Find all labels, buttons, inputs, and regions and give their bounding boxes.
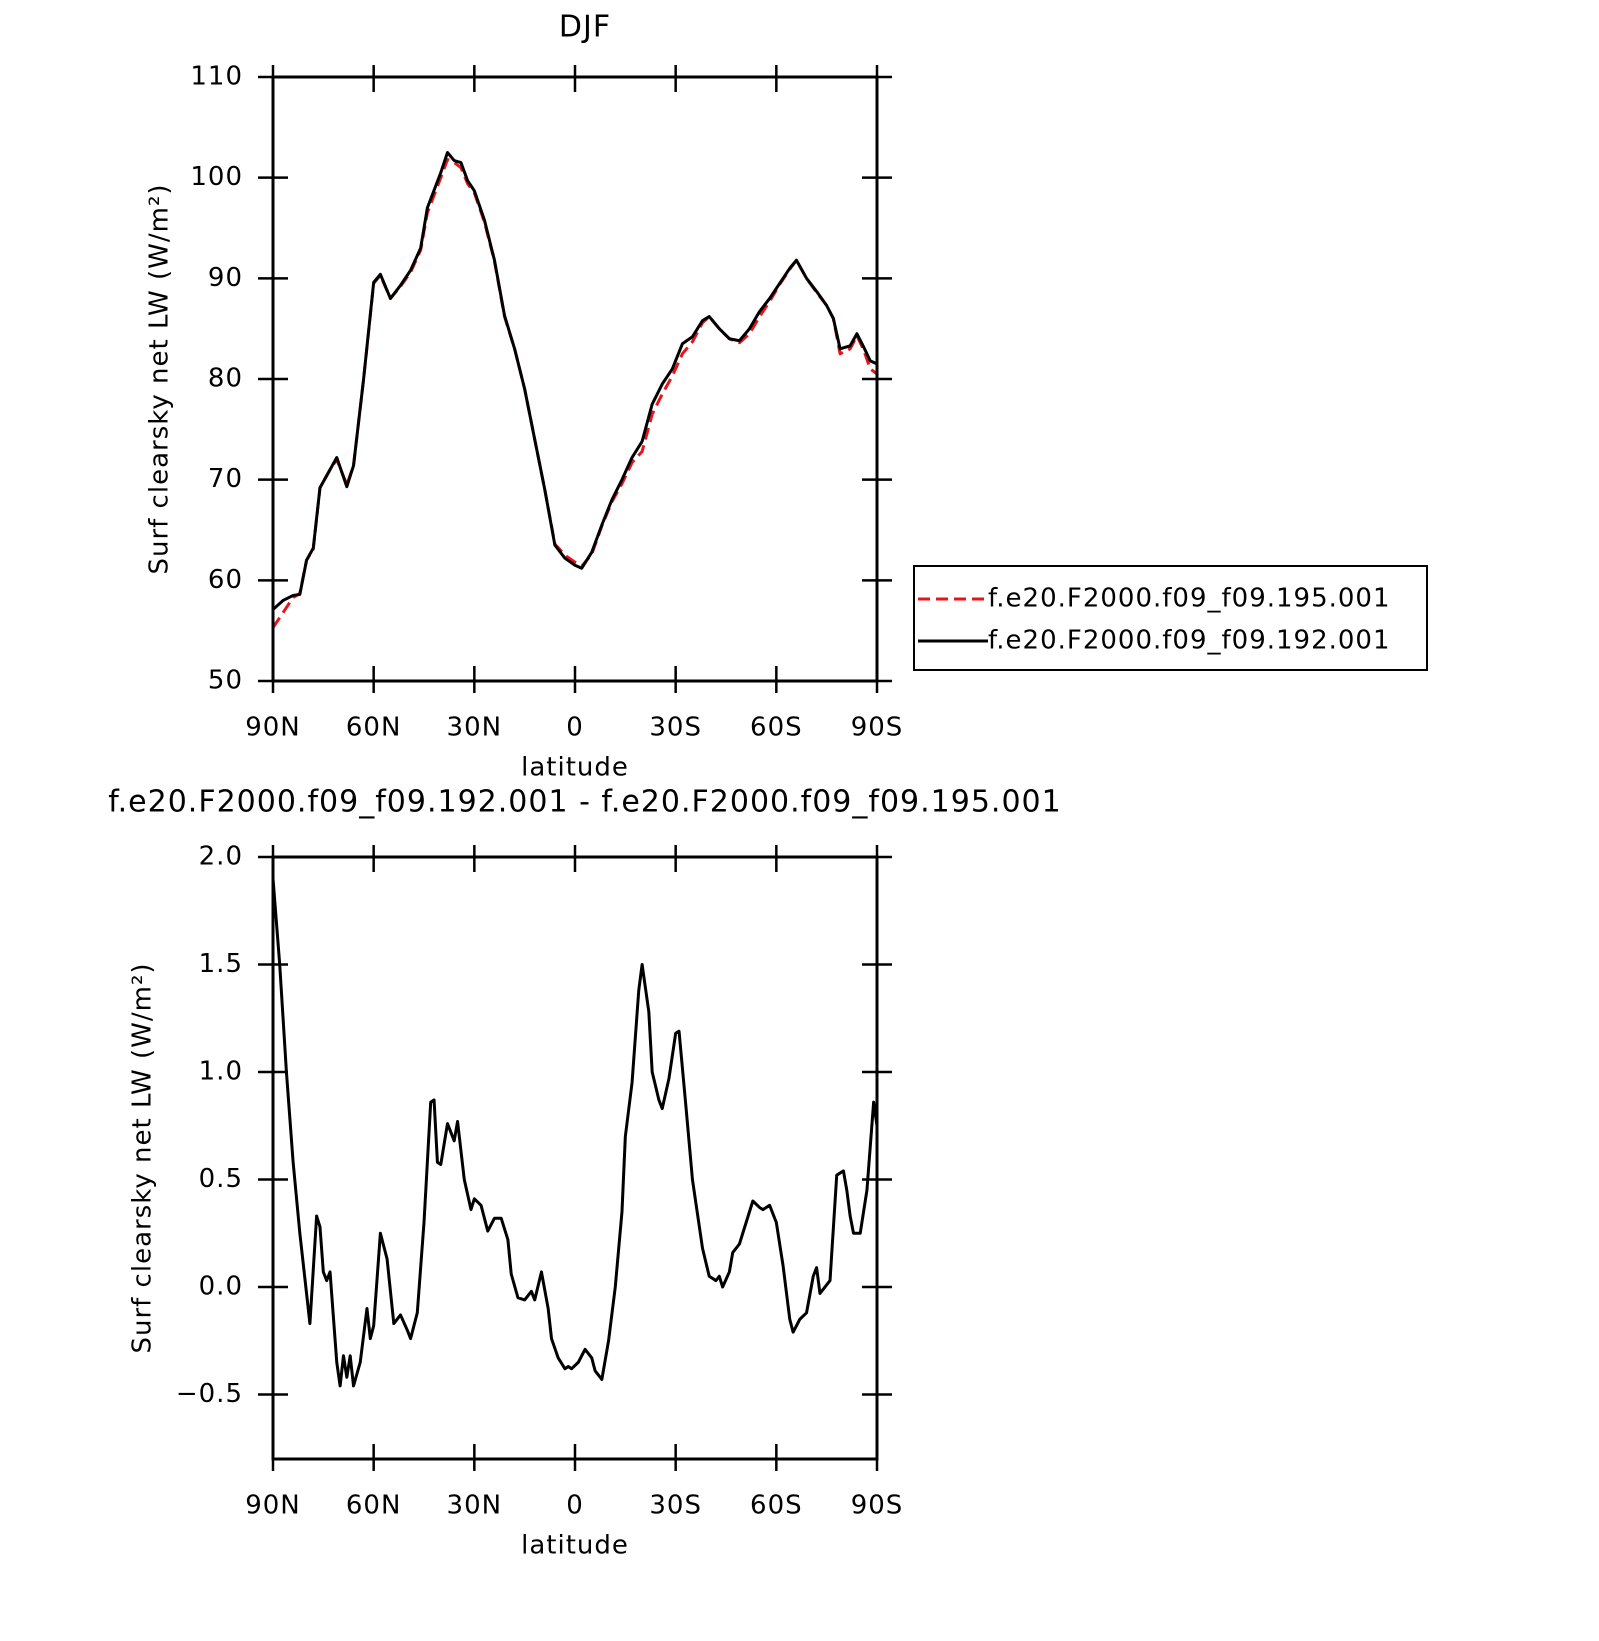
- data-line: [271, 158, 878, 629]
- y-tick-label: 50: [208, 666, 243, 696]
- x-tick-label: 60S: [750, 1491, 803, 1521]
- y-tick-label: 0.0: [199, 1272, 243, 1302]
- x-tick-label: 90N: [245, 713, 301, 743]
- y-axis-label: Surf clearsky net LW (W/m²): [128, 962, 158, 1353]
- y-tick-label: 60: [208, 565, 243, 595]
- x-tick-label: 60N: [346, 1491, 402, 1521]
- x-tick-label: 30N: [447, 713, 503, 743]
- x-tick-label: 60N: [346, 713, 402, 743]
- chart-title: DJF: [559, 10, 611, 45]
- y-tick-label: 0.5: [199, 1164, 243, 1194]
- x-tick-label: 30N: [447, 1491, 503, 1521]
- y-tick-label: 70: [208, 464, 243, 494]
- y-tick-label: 1.0: [199, 1057, 243, 1087]
- x-tick-label: 30S: [649, 713, 702, 743]
- x-tick-label: 60S: [750, 713, 803, 743]
- x-tick-label: 0: [566, 1491, 584, 1521]
- y-tick-label: 1.5: [199, 949, 243, 979]
- x-tick-label: 30S: [649, 1491, 702, 1521]
- plot-frame: [271, 855, 879, 1461]
- x-axis-label: latitude: [521, 1531, 629, 1561]
- y-tick-label: 110: [190, 62, 243, 92]
- y-tick-label: 100: [190, 162, 243, 192]
- x-tick-label: 90S: [851, 1491, 904, 1521]
- data-line: [271, 878, 879, 1388]
- y-axis-label: Surf clearsky net LW (W/m²): [145, 183, 175, 574]
- legend-label: f.e20.F2000.f09_f09.192.001: [988, 626, 1391, 656]
- y-tick-label: 90: [208, 263, 243, 293]
- data-line: [271, 151, 878, 611]
- x-tick-label: 0: [566, 713, 584, 743]
- legend-label: f.e20.F2000.f09_f09.195.001: [988, 584, 1391, 614]
- y-tick-label: 80: [208, 364, 243, 394]
- legend-box: [913, 565, 1428, 671]
- plot-frame: [271, 75, 879, 683]
- x-axis-label: latitude: [521, 753, 629, 783]
- y-tick-label: −0.5: [176, 1379, 243, 1409]
- x-tick-label: 90N: [245, 1491, 301, 1521]
- x-tick-label: 90S: [851, 713, 904, 743]
- y-tick-label: 2.0: [199, 842, 243, 872]
- chart-title: f.e20.F2000.f09_f09.192.001 - f.e20.F200…: [108, 785, 1061, 820]
